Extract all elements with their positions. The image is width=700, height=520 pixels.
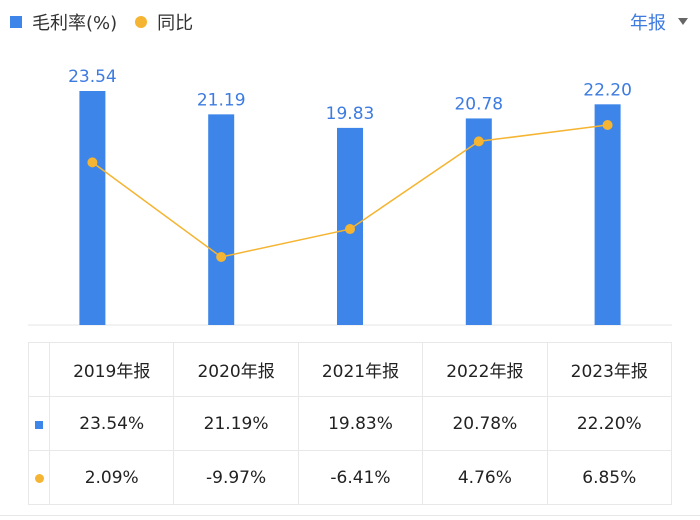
table-row-yoy: 2.09% -9.97% -6.41% 4.76% 6.85% [28,450,673,505]
yoy-point [87,157,98,168]
yoy-point [602,120,613,130]
bar-data-label: 19.83 [326,104,375,124]
table-cell: -9.97% [173,450,299,505]
table-row-gross-margin: 23.54% 21.19% 19.83% 20.78% 22.20% [28,396,673,451]
table-cell: -6.41% [297,450,424,505]
table-header-row: 2019年报 2020年报 2021年报 2022年报 2023年报 [28,342,673,397]
table-cell: 4.76% [422,450,548,505]
bar-series-marker [35,420,43,429]
period-dropdown-label: 年报 [630,13,666,34]
line-series-marker [34,473,44,483]
column-header: 2023年报 [546,342,673,397]
table-cell: 21.19% [173,396,299,451]
chart-legend: 毛利率(%) 同比 [10,10,193,34]
column-header: 2020年报 [173,342,299,397]
divider [0,515,700,516]
bar-data-label: 23.54 [68,67,117,87]
row-marker-cell [28,450,50,505]
line-legend-marker [135,16,148,28]
column-header: 2022年报 [422,342,548,397]
bar [79,91,106,325]
bar [208,114,235,326]
table-cell: 2.09% [48,450,175,505]
column-header: 2019年报 [48,342,175,397]
bar-data-label: 22.20 [583,80,632,100]
header-marker-cell [28,342,50,397]
column-header: 2021年报 [297,342,424,397]
yoy-point [345,224,355,235]
period-dropdown[interactable]: 年报 [630,10,688,34]
table-cell: 6.85% [546,450,673,505]
bar-legend-marker [10,16,22,28]
yoy-point [216,252,227,262]
bar-data-label: 20.78 [454,94,503,114]
table-cell: 22.20% [546,396,673,451]
yoy-point [473,136,484,147]
combo-chart: 23.54 21.19 19.83 20.78 22.20 [28,67,672,326]
caret-down-icon [678,18,688,25]
bar [594,104,621,325]
table-cell: 23.54% [48,396,175,451]
table-cell: 19.83% [297,396,424,451]
line-legend-label: 同比 [157,13,194,34]
row-marker-cell [28,396,50,451]
bar [465,118,492,325]
bar-legend-label: 毛利率(%) [32,13,118,34]
table-cell: 20.78% [422,396,548,451]
bar-data-label: 21.19 [197,90,246,110]
data-table: 2019年报 2020年报 2021年报 2022年报 2023年报 23.54… [28,342,673,505]
